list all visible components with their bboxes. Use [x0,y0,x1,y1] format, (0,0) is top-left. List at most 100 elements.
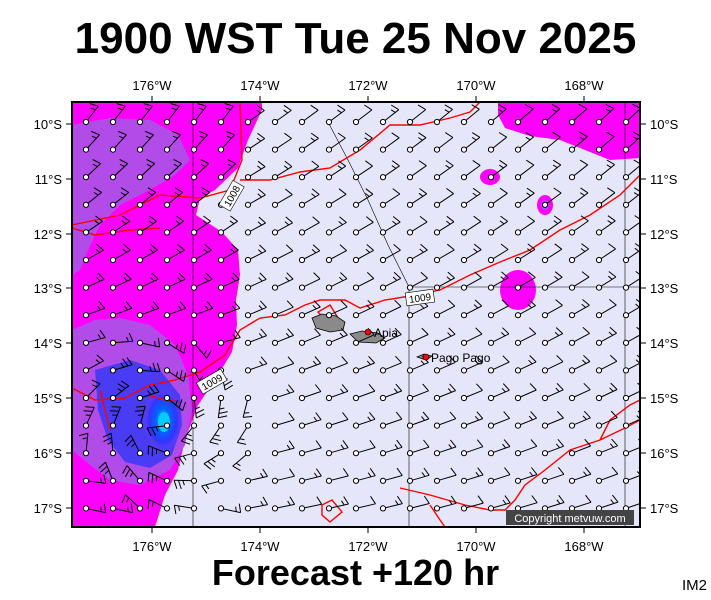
barb-staff [382,306,402,316]
barb-staff [463,108,480,123]
barb-flag [205,484,210,490]
barb-flag [219,407,225,410]
barb-flag [122,465,128,474]
barb-staff [247,363,268,371]
barb-flag [157,338,161,348]
barb-station [595,477,603,484]
barb-flag [153,384,160,393]
lat-label-right: 11°S [650,172,678,187]
barb-flag [501,332,506,337]
barb-flag [612,494,619,503]
barb-staff [517,502,538,509]
barb-station [352,118,360,126]
barb-flag [606,164,612,168]
barb-staff [274,250,294,261]
barb-station [325,256,333,264]
barb-staff [85,220,103,233]
barb-flag [178,305,183,311]
barb-station [541,339,549,346]
barb-flag [120,192,126,196]
barb-flag [553,215,562,222]
barb-flag [262,468,268,477]
barb-flag [528,415,533,421]
barb-flag [230,248,235,253]
barb-flag [498,132,507,138]
barb-station [136,422,144,429]
barb-flag [98,301,106,309]
barb-flag [578,103,588,110]
barb-staff [436,221,455,233]
barb-staff [544,445,564,454]
barb-station [325,312,333,319]
barb-staff [544,417,564,427]
lat-label-left: 13°S [34,281,63,296]
barb-flag [420,271,428,279]
barb-staff [409,390,429,399]
barb-flag [91,379,101,385]
lat-label-right: 13°S [650,281,679,296]
barb-station [406,201,414,208]
barb-station [190,229,198,236]
barb-staff [409,249,428,261]
islands [311,313,433,361]
barb-flag [104,470,110,475]
barb-flag [122,358,129,367]
barb-staff [571,192,589,206]
barb-staff [247,504,268,509]
barb-staff [490,389,510,399]
barb-station [460,284,468,291]
barb-station [460,201,468,208]
barb-flag [79,432,89,437]
barb-station [217,284,225,291]
barb-station [433,256,441,264]
barb-flag [393,244,401,251]
barb-staff [220,337,241,344]
barb-flag [391,160,400,167]
barb-flag [421,416,426,421]
barb-flag [256,104,265,111]
barb-staff [409,193,427,206]
barb-staff [148,499,168,509]
barb-flag [102,432,112,438]
forecast-label: Forecast +120 hr [211,552,500,593]
barb-station [379,284,387,291]
barb-station [109,118,117,126]
barb-flag [502,383,510,391]
barb-flag [447,388,452,393]
copyright-text: Copyright metvuw.com [514,513,625,525]
barb-staff [490,333,510,344]
barb-station [622,284,630,291]
barb-flag [218,411,228,414]
barb-flag [340,388,345,394]
barb-staff [220,163,236,178]
barb-flag [394,444,399,449]
barb-staff [517,445,537,454]
barb-staff [274,278,294,289]
barb-staff [220,220,238,233]
barb-staff [598,136,615,150]
barb-station [136,229,144,236]
barb-flag [316,496,323,505]
barb-station [352,256,360,264]
barb-staff [571,473,592,482]
barb-flag [530,411,537,419]
barb-staff [463,361,483,371]
barb-station [433,312,441,319]
barb-staff [463,221,482,233]
barb-flag [365,160,373,167]
barb-station [136,146,144,153]
barb-flag [527,243,536,250]
barb-flag [579,136,585,141]
barb-flag [124,468,131,478]
barb-staff [517,417,537,427]
barb-flag [145,135,151,139]
barb-flag [227,163,233,168]
barb-station [514,174,522,181]
barb-station [568,229,576,236]
barb-flag [608,299,617,306]
barb-flag [312,244,321,252]
barb-station [352,394,360,402]
barb-staff [409,446,430,454]
barb-station [190,477,198,484]
barb-station [460,312,468,319]
